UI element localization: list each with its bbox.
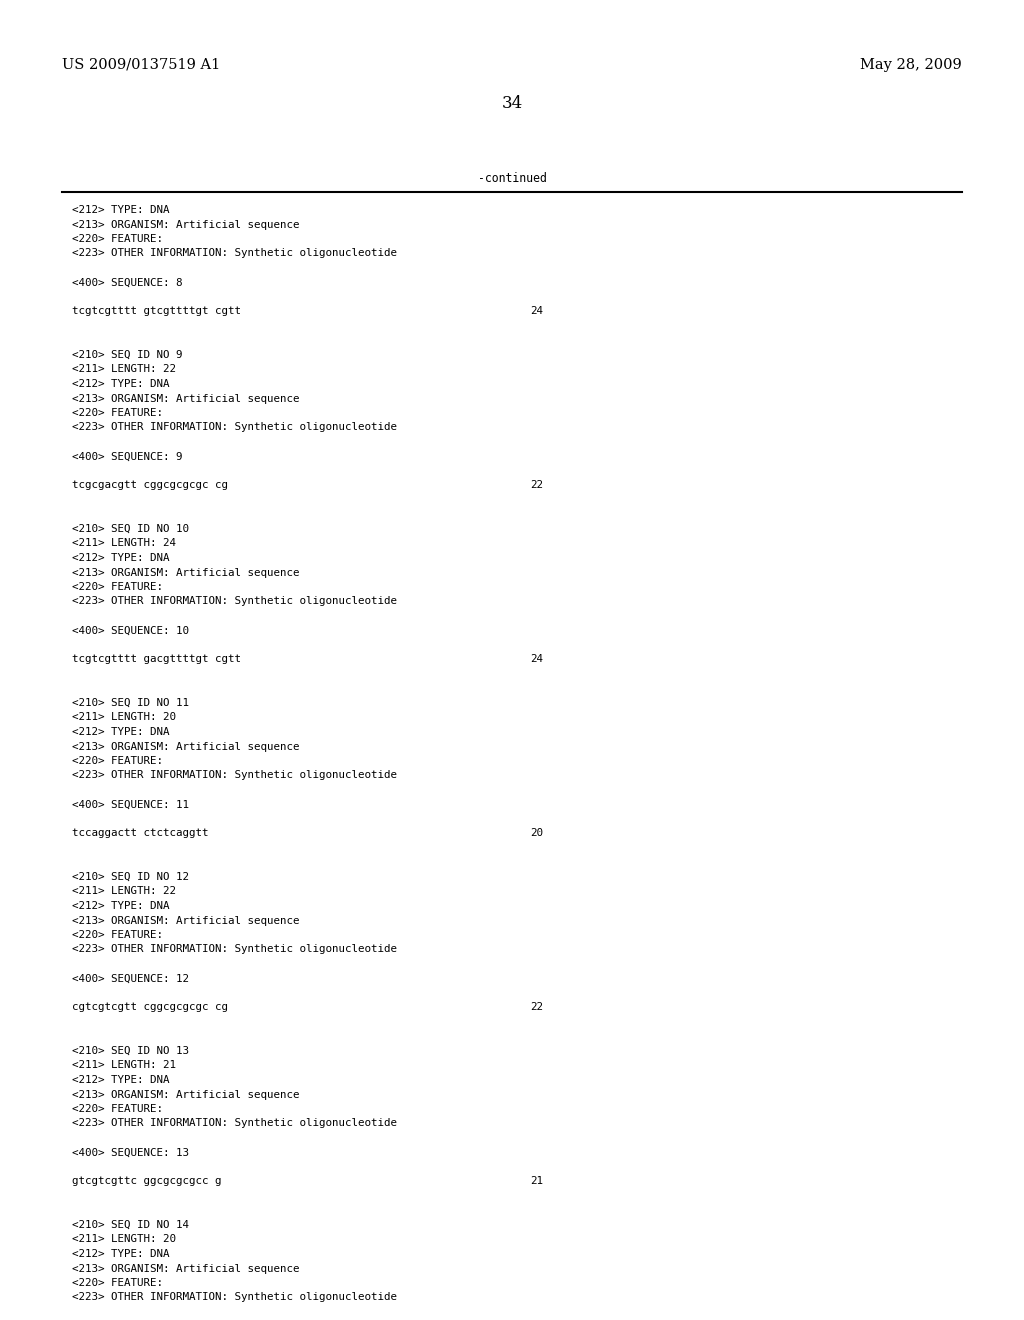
Text: <400> SEQUENCE: 8: <400> SEQUENCE: 8 bbox=[72, 277, 182, 288]
Text: <211> LENGTH: 21: <211> LENGTH: 21 bbox=[72, 1060, 176, 1071]
Text: <220> FEATURE:: <220> FEATURE: bbox=[72, 931, 163, 940]
Text: <212> TYPE: DNA: <212> TYPE: DNA bbox=[72, 553, 170, 564]
Text: tcgcgacgtt cggcgcgcgc cg: tcgcgacgtt cggcgcgcgc cg bbox=[72, 480, 228, 491]
Text: <212> TYPE: DNA: <212> TYPE: DNA bbox=[72, 379, 170, 389]
Text: <211> LENGTH: 20: <211> LENGTH: 20 bbox=[72, 1234, 176, 1245]
Text: <223> OTHER INFORMATION: Synthetic oligonucleotide: <223> OTHER INFORMATION: Synthetic oligo… bbox=[72, 945, 397, 954]
Text: <210> SEQ ID NO 12: <210> SEQ ID NO 12 bbox=[72, 873, 189, 882]
Text: <212> TYPE: DNA: <212> TYPE: DNA bbox=[72, 902, 170, 911]
Text: 21: 21 bbox=[530, 1176, 543, 1187]
Text: <220> FEATURE:: <220> FEATURE: bbox=[72, 756, 163, 766]
Text: <212> TYPE: DNA: <212> TYPE: DNA bbox=[72, 205, 170, 215]
Text: <213> ORGANISM: Artificial sequence: <213> ORGANISM: Artificial sequence bbox=[72, 916, 299, 925]
Text: <220> FEATURE:: <220> FEATURE: bbox=[72, 582, 163, 591]
Text: 22: 22 bbox=[530, 480, 543, 491]
Text: <223> OTHER INFORMATION: Synthetic oligonucleotide: <223> OTHER INFORMATION: Synthetic oligo… bbox=[72, 422, 397, 433]
Text: 24: 24 bbox=[530, 306, 543, 317]
Text: <213> ORGANISM: Artificial sequence: <213> ORGANISM: Artificial sequence bbox=[72, 1263, 299, 1274]
Text: tcgtcgtttt gtcgttttgt cgtt: tcgtcgtttt gtcgttttgt cgtt bbox=[72, 306, 241, 317]
Text: tccaggactt ctctcaggtt: tccaggactt ctctcaggtt bbox=[72, 829, 209, 838]
Text: <211> LENGTH: 22: <211> LENGTH: 22 bbox=[72, 364, 176, 375]
Text: <400> SEQUENCE: 10: <400> SEQUENCE: 10 bbox=[72, 626, 189, 635]
Text: 24: 24 bbox=[530, 655, 543, 664]
Text: <400> SEQUENCE: 11: <400> SEQUENCE: 11 bbox=[72, 800, 189, 809]
Text: <220> FEATURE:: <220> FEATURE: bbox=[72, 408, 163, 418]
Text: <213> ORGANISM: Artificial sequence: <213> ORGANISM: Artificial sequence bbox=[72, 393, 299, 404]
Text: cgtcgtcgtt cggcgcgcgc cg: cgtcgtcgtt cggcgcgcgc cg bbox=[72, 1002, 228, 1012]
Text: <212> TYPE: DNA: <212> TYPE: DNA bbox=[72, 1074, 170, 1085]
Text: <210> SEQ ID NO 9: <210> SEQ ID NO 9 bbox=[72, 350, 182, 360]
Text: <213> ORGANISM: Artificial sequence: <213> ORGANISM: Artificial sequence bbox=[72, 219, 299, 230]
Text: May 28, 2009: May 28, 2009 bbox=[860, 58, 962, 73]
Text: <210> SEQ ID NO 10: <210> SEQ ID NO 10 bbox=[72, 524, 189, 535]
Text: <211> LENGTH: 20: <211> LENGTH: 20 bbox=[72, 713, 176, 722]
Text: <220> FEATURE:: <220> FEATURE: bbox=[72, 234, 163, 244]
Text: 22: 22 bbox=[530, 1002, 543, 1012]
Text: <223> OTHER INFORMATION: Synthetic oligonucleotide: <223> OTHER INFORMATION: Synthetic oligo… bbox=[72, 1292, 397, 1303]
Text: <400> SEQUENCE: 13: <400> SEQUENCE: 13 bbox=[72, 1147, 189, 1158]
Text: <210> SEQ ID NO 13: <210> SEQ ID NO 13 bbox=[72, 1045, 189, 1056]
Text: 34: 34 bbox=[502, 95, 522, 112]
Text: <210> SEQ ID NO 14: <210> SEQ ID NO 14 bbox=[72, 1220, 189, 1230]
Text: -continued: -continued bbox=[477, 172, 547, 185]
Text: <223> OTHER INFORMATION: Synthetic oligonucleotide: <223> OTHER INFORMATION: Synthetic oligo… bbox=[72, 1118, 397, 1129]
Text: <213> ORGANISM: Artificial sequence: <213> ORGANISM: Artificial sequence bbox=[72, 1089, 299, 1100]
Text: <213> ORGANISM: Artificial sequence: <213> ORGANISM: Artificial sequence bbox=[72, 568, 299, 578]
Text: <220> FEATURE:: <220> FEATURE: bbox=[72, 1278, 163, 1288]
Text: <220> FEATURE:: <220> FEATURE: bbox=[72, 1104, 163, 1114]
Text: US 2009/0137519 A1: US 2009/0137519 A1 bbox=[62, 58, 220, 73]
Text: <223> OTHER INFORMATION: Synthetic oligonucleotide: <223> OTHER INFORMATION: Synthetic oligo… bbox=[72, 597, 397, 606]
Text: <400> SEQUENCE: 9: <400> SEQUENCE: 9 bbox=[72, 451, 182, 462]
Text: <211> LENGTH: 22: <211> LENGTH: 22 bbox=[72, 887, 176, 896]
Text: <400> SEQUENCE: 12: <400> SEQUENCE: 12 bbox=[72, 974, 189, 983]
Text: <212> TYPE: DNA: <212> TYPE: DNA bbox=[72, 1249, 170, 1259]
Text: <223> OTHER INFORMATION: Synthetic oligonucleotide: <223> OTHER INFORMATION: Synthetic oligo… bbox=[72, 248, 397, 259]
Text: <223> OTHER INFORMATION: Synthetic oligonucleotide: <223> OTHER INFORMATION: Synthetic oligo… bbox=[72, 771, 397, 780]
Text: <213> ORGANISM: Artificial sequence: <213> ORGANISM: Artificial sequence bbox=[72, 742, 299, 751]
Text: tcgtcgtttt gacgttttgt cgtt: tcgtcgtttt gacgttttgt cgtt bbox=[72, 655, 241, 664]
Text: <211> LENGTH: 24: <211> LENGTH: 24 bbox=[72, 539, 176, 549]
Text: gtcgtcgttc ggcgcgcgcc g: gtcgtcgttc ggcgcgcgcc g bbox=[72, 1176, 221, 1187]
Text: <210> SEQ ID NO 11: <210> SEQ ID NO 11 bbox=[72, 698, 189, 708]
Text: 20: 20 bbox=[530, 829, 543, 838]
Text: <212> TYPE: DNA: <212> TYPE: DNA bbox=[72, 727, 170, 737]
